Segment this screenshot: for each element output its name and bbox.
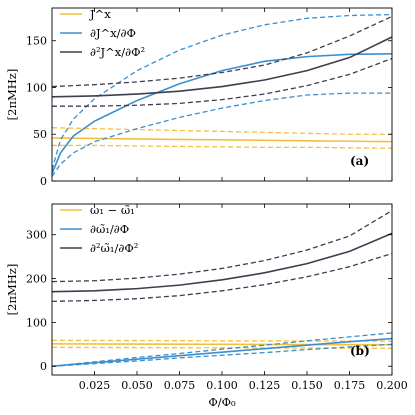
panel-b: 0.025 0.050 0.075 0.100 0.125 0.150 0.175 0.200… xyxy=(5,203,408,409)
series-1-line xyxy=(52,53,392,174)
y-tick-label: 300 xyxy=(26,229,47,242)
y-tick-label: 150 xyxy=(26,35,47,48)
legend-entry: ∂²J^x/∂Φ² xyxy=(90,45,145,59)
x-tick-label: 0.150 xyxy=(291,379,323,392)
series-2-line xyxy=(52,36,392,98)
legend-entry: ∂J^x/∂Φ xyxy=(90,26,136,40)
x-tick-label: 0.075 xyxy=(164,379,196,392)
y-tick-label: 100 xyxy=(26,316,47,329)
y-tick-label: 50 xyxy=(33,128,47,141)
x-tick-label: 0.050 xyxy=(121,379,153,392)
series-0-line xyxy=(52,137,392,143)
x-tick-label: 0.175 xyxy=(334,379,366,392)
series-1-upper-band xyxy=(52,13,392,170)
x-axis-label: Φ/Φ₀ xyxy=(208,395,236,409)
plot-area xyxy=(52,13,392,177)
series-1-line xyxy=(52,337,392,368)
legend-entry: J^x xyxy=(89,7,111,21)
series-0-upper-band xyxy=(52,339,392,342)
y-axis-label: [2πMHz] xyxy=(5,69,19,121)
series-0-line xyxy=(52,343,392,346)
y-tick-label: 0 xyxy=(40,175,47,188)
y-tick-label: 200 xyxy=(26,273,47,286)
y-tick-label: 100 xyxy=(26,81,47,94)
series-1-lower-band xyxy=(52,92,392,177)
plot-area xyxy=(52,210,392,368)
panel-tag: (b) xyxy=(350,344,370,358)
panel-a: 0 50 100 150 [2πMHz] J^x ∂J^x/∂Φ ∂²J^x/∂Φ² (a) xyxy=(5,7,393,188)
series-2-upper-band xyxy=(52,210,392,283)
series-1-lower-band xyxy=(52,343,392,367)
series-1-upper-band xyxy=(52,332,392,367)
x-tick-label: 0.025 xyxy=(79,379,111,392)
legend-entry: ∂ω̃₁/∂Φ xyxy=(90,222,129,236)
series-2-lower-band xyxy=(52,57,392,107)
series-0-upper-band xyxy=(52,127,392,135)
x-tick-label: 0.100 xyxy=(206,379,238,392)
series-2-lower-band xyxy=(52,252,392,302)
x-tick-label: 0.200 xyxy=(376,379,408,392)
panel-tag: (a) xyxy=(350,154,369,168)
legend-entry: ω₁ − ω̃₁ xyxy=(90,203,135,217)
legend-entry: ∂²ω̃₁/∂Φ² xyxy=(90,241,138,255)
series-2-line xyxy=(52,232,392,293)
series-2-upper-band xyxy=(52,15,392,88)
y-tick-label: 0 xyxy=(40,360,47,373)
x-tick-label: 0.125 xyxy=(249,379,281,392)
series-0-lower-band xyxy=(52,144,392,149)
y-axis-label: [2πMHz] xyxy=(5,264,19,316)
